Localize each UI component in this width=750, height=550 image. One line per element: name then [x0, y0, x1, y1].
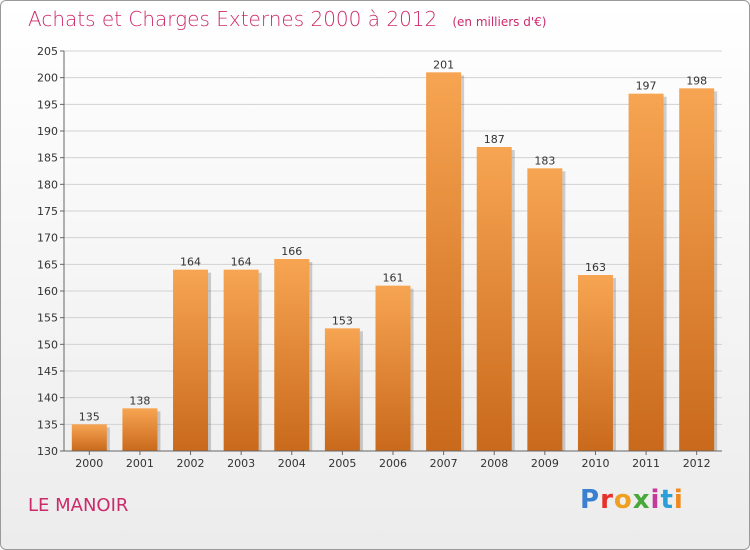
data-label: 164 — [180, 256, 201, 269]
y-tick-label: 200 — [37, 72, 58, 85]
logo-letter: r — [600, 485, 614, 515]
bar — [527, 168, 563, 452]
y-tick-label: 140 — [37, 392, 58, 405]
logo-letter: i — [650, 485, 661, 515]
chart-title: Achats et Charges Externes 2000 à 2012 — [28, 7, 438, 31]
x-tick-label: 2002 — [177, 457, 205, 470]
y-tick-label: 205 — [37, 45, 58, 58]
y-tick-label: 150 — [37, 338, 58, 351]
x-axis-ticks: 2000 2001 2002 2003 2004 2005 2006 2007 2008 2009… — [75, 451, 711, 470]
x-tick-label: 2000 — [75, 457, 103, 470]
data-label: 197 — [636, 80, 657, 93]
bar — [426, 72, 462, 451]
y-tick-label: 195 — [37, 98, 58, 111]
data-label: 166 — [281, 245, 302, 258]
bar — [274, 259, 310, 451]
y-tick-label: 160 — [37, 285, 58, 298]
logo-letter: o — [613, 485, 633, 515]
bar — [375, 285, 411, 451]
logo-letter: i — [673, 485, 684, 515]
y-tick-label: 155 — [37, 312, 58, 325]
y-tick-label: 165 — [37, 258, 58, 271]
data-label: 153 — [332, 314, 353, 327]
logo-letter: P — [580, 485, 601, 515]
x-tick-label: 2008 — [480, 457, 508, 470]
bar — [223, 269, 259, 451]
y-tick-label: 145 — [37, 365, 58, 378]
data-label: 161 — [383, 272, 404, 285]
x-tick-label: 2007 — [430, 457, 458, 470]
x-tick-label: 2006 — [379, 457, 407, 470]
x-tick-label: 2011 — [632, 457, 660, 470]
y-tick-label: 185 — [37, 152, 58, 165]
place-name: LE MANOIR — [28, 495, 129, 516]
x-tick-label: 2001 — [126, 457, 154, 470]
title-row: Achats et Charges Externes 2000 à 2012 (… — [28, 7, 546, 31]
y-tick-label: 135 — [37, 418, 58, 431]
x-tick-label: 2009 — [531, 457, 559, 470]
x-tick-label: 2004 — [278, 457, 306, 470]
data-label: 135 — [79, 410, 100, 423]
y-axis-ticks: 130 135 140 145 150 155 160 165 170 175 180 185 190 1… — [37, 45, 64, 458]
data-label: 183 — [534, 154, 555, 167]
data-label: 201 — [433, 58, 454, 71]
bar — [476, 147, 512, 451]
bar — [71, 424, 107, 451]
data-label: 164 — [231, 256, 252, 269]
data-label: 138 — [129, 394, 150, 407]
data-label: 163 — [585, 261, 606, 274]
y-tick-label: 190 — [37, 125, 58, 138]
axes — [63, 51, 722, 452]
x-tick-label: 2003 — [227, 457, 255, 470]
data-label: 187 — [484, 133, 505, 146]
bar — [173, 269, 209, 451]
logo-letter: t — [660, 485, 674, 515]
bar — [122, 408, 158, 451]
bar — [628, 93, 664, 452]
x-tick-label: 2005 — [328, 457, 356, 470]
x-tick-label: 2012 — [683, 457, 711, 470]
data-label: 198 — [686, 74, 707, 87]
logo-letter: x — [632, 485, 651, 515]
proxiti-logo: Proxiti — [580, 485, 684, 515]
y-tick-label: 180 — [37, 178, 58, 191]
y-tick-label: 175 — [37, 205, 58, 218]
data-labels: 135 138 164 164 166 153 161 201 187 183 163 197 198 — [79, 58, 707, 423]
bar — [577, 275, 613, 451]
bars — [71, 72, 718, 452]
chart-subtitle: (en milliers d'€) — [452, 15, 547, 29]
bar — [324, 328, 360, 451]
y-tick-label: 170 — [37, 232, 58, 245]
y-tick-label: 130 — [37, 445, 58, 458]
bar — [679, 88, 715, 451]
x-tick-label: 2010 — [581, 457, 609, 470]
